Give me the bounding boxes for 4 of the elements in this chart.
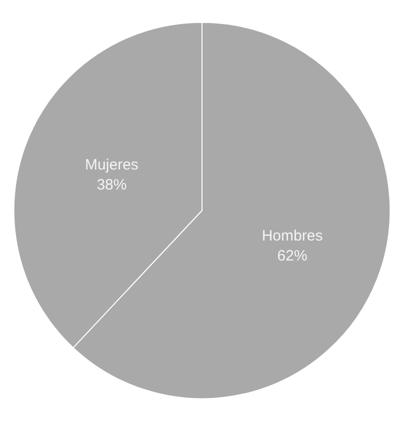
slice-label: Mujeres xyxy=(85,156,138,174)
slice-label: Hombres xyxy=(262,228,323,245)
data-label: 62% xyxy=(277,248,308,265)
data-label: 38% xyxy=(96,176,127,194)
